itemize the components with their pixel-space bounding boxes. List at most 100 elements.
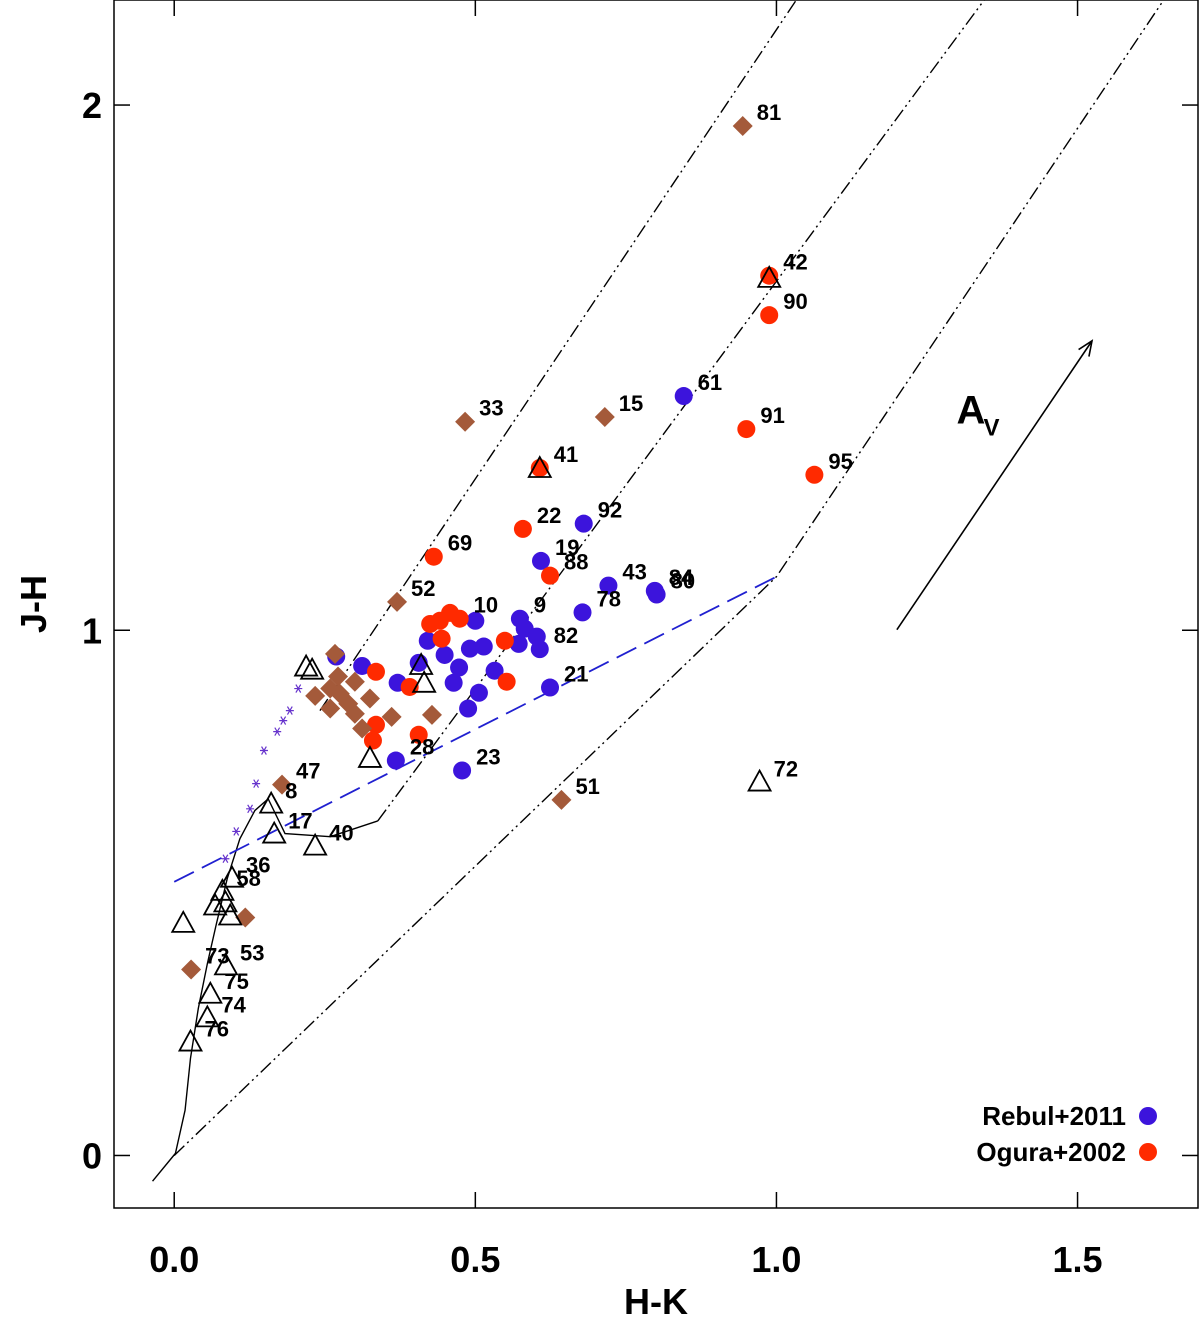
point-label: 17 xyxy=(288,809,312,834)
plot-layer xyxy=(152,0,1165,1182)
point-label: 21 xyxy=(564,662,588,687)
plot-frame xyxy=(113,0,1199,1209)
point xyxy=(320,698,341,719)
point xyxy=(485,661,504,680)
point xyxy=(366,662,385,681)
point xyxy=(213,952,239,976)
av-arrow xyxy=(896,340,1093,631)
point xyxy=(294,684,303,693)
y-tick-label: 1 xyxy=(82,610,102,651)
point xyxy=(513,519,532,538)
point xyxy=(474,637,493,656)
point xyxy=(209,877,235,901)
point xyxy=(170,909,196,933)
point xyxy=(344,671,365,692)
point-label: 10 xyxy=(474,593,498,618)
point xyxy=(432,629,451,648)
point xyxy=(366,715,385,734)
point xyxy=(359,688,380,709)
point-label: 41 xyxy=(554,442,578,467)
point xyxy=(424,547,443,566)
legend-marker xyxy=(1139,1143,1157,1161)
point xyxy=(219,864,245,888)
point-label: 81 xyxy=(757,100,781,125)
point xyxy=(574,514,593,533)
locus-line xyxy=(152,797,378,1182)
point xyxy=(408,652,434,675)
point-label: 95 xyxy=(828,449,852,474)
point xyxy=(594,407,615,428)
point xyxy=(450,609,469,628)
point xyxy=(212,889,238,913)
point xyxy=(258,790,284,814)
point xyxy=(217,902,243,926)
point xyxy=(509,634,528,653)
point-label: 92 xyxy=(598,498,622,523)
point xyxy=(674,387,693,406)
point xyxy=(363,731,382,750)
point xyxy=(418,631,437,650)
point-label: 9 xyxy=(534,593,546,618)
point-label: 52 xyxy=(411,576,435,601)
point xyxy=(285,706,294,715)
x-tick-label: 0.0 xyxy=(149,1239,199,1280)
point xyxy=(459,699,478,718)
point xyxy=(305,685,326,706)
y-tick-label: 2 xyxy=(82,85,102,126)
legend-label: Ogura+2002 xyxy=(976,1137,1126,1167)
point xyxy=(259,746,268,755)
point-label: 82 xyxy=(554,623,578,648)
point xyxy=(352,718,373,739)
point-label: 28 xyxy=(410,735,434,760)
point-label: 78 xyxy=(597,586,621,611)
point-label: 91 xyxy=(760,403,784,428)
point-label: 47 xyxy=(296,759,320,784)
point xyxy=(450,658,469,677)
point-label: 43 xyxy=(622,560,646,585)
point xyxy=(302,832,328,856)
point xyxy=(411,669,437,693)
locus-line xyxy=(173,0,1165,1156)
point xyxy=(387,591,408,612)
point xyxy=(541,678,560,697)
point xyxy=(737,420,756,439)
point-label: 69 xyxy=(448,531,472,556)
point-label: 36 xyxy=(246,853,270,878)
point xyxy=(246,804,255,814)
point xyxy=(805,465,824,484)
y-axis-label: J-H xyxy=(13,575,54,633)
point xyxy=(279,716,288,725)
x-tick-label: 1.0 xyxy=(751,1239,801,1280)
point-label: 74 xyxy=(221,992,246,1017)
point xyxy=(527,455,553,478)
legend-marker xyxy=(1139,1107,1157,1125)
point xyxy=(444,673,463,692)
av-label-sub: V xyxy=(983,414,999,441)
point-label: 40 xyxy=(329,821,353,846)
point-label: 88 xyxy=(564,550,588,575)
legend-label: Rebul+2011 xyxy=(982,1101,1126,1131)
point xyxy=(344,703,365,724)
point xyxy=(293,653,319,677)
point xyxy=(551,789,572,810)
point xyxy=(531,551,550,570)
point-label: 58 xyxy=(236,866,260,891)
point xyxy=(747,768,773,792)
point xyxy=(599,576,618,595)
y-tick-label: 0 xyxy=(82,1135,102,1176)
point xyxy=(272,774,293,795)
point-label: 51 xyxy=(575,774,599,799)
point xyxy=(732,116,753,137)
locus-line xyxy=(319,0,797,712)
point-label: 76 xyxy=(204,1017,228,1042)
point xyxy=(325,643,346,664)
point xyxy=(386,751,405,770)
point-label: 80 xyxy=(671,569,695,594)
point-label: 23 xyxy=(476,744,500,769)
point-label: 84 xyxy=(669,565,694,590)
point xyxy=(530,640,549,659)
point xyxy=(329,683,350,704)
point xyxy=(760,266,779,285)
